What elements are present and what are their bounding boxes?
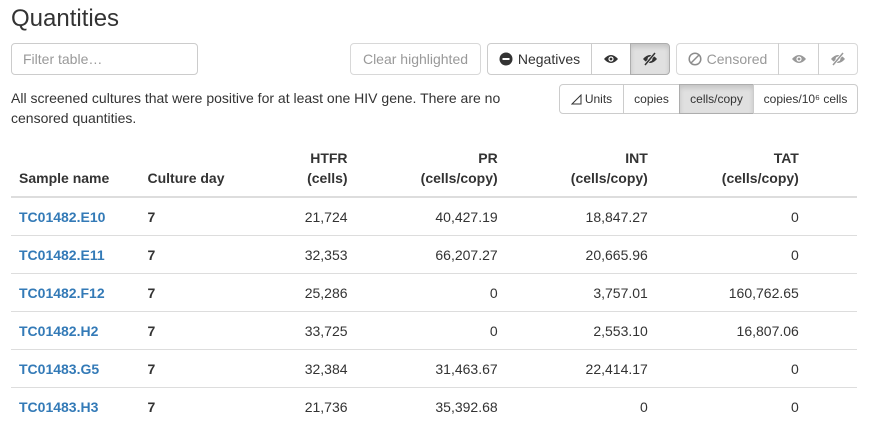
column-header-spacer	[806, 140, 857, 198]
units-label: Units	[584, 92, 613, 106]
column-header-htfr[interactable]: HTFR (cells)	[256, 140, 356, 198]
pr-cell: 0	[355, 311, 506, 350]
censored-hide-button[interactable]	[818, 43, 858, 75]
table-row[interactable]: TC01482.H2 7 33,725 0 2,553.10 16,807.06	[11, 311, 857, 350]
int-cell: 3,757.01	[505, 273, 656, 312]
htfr-cell: 25,286	[256, 273, 356, 312]
sample-link[interactable]: TC01482.E10	[19, 208, 106, 225]
column-header-pr[interactable]: PR (cells/copy)	[355, 140, 506, 198]
culture-day-cell: 7	[139, 235, 257, 274]
column-header-int[interactable]: INT (cells/copy)	[505, 140, 656, 198]
eye-icon	[791, 53, 807, 65]
sample-link[interactable]: TC01482.H2	[19, 322, 99, 339]
sample-link[interactable]: TC01482.E11	[19, 246, 105, 263]
sample-link[interactable]: TC01482.F12	[19, 284, 105, 301]
htfr-cell: 32,353	[256, 235, 356, 274]
negatives-hide-button[interactable]	[630, 43, 670, 75]
table-row[interactable]: TC01483.G5 7 32,384 31,463.67 22,414.17 …	[11, 349, 857, 388]
units-option-cells-per-copy[interactable]: cells/copy	[679, 84, 754, 114]
column-header-tat[interactable]: TAT (cells/copy)	[655, 140, 807, 198]
tat-cell: 0	[655, 349, 807, 388]
ban-icon	[688, 52, 702, 66]
tat-cell: 16,807.06	[655, 311, 807, 350]
culture-day-cell: 7	[139, 273, 257, 312]
units-option-label: cells/copy	[690, 92, 743, 106]
culture-day-cell: 7	[139, 349, 257, 388]
htfr-cell: 33,725	[256, 311, 356, 350]
int-cell: 20,665.96	[505, 235, 656, 274]
culture-day-cell: 7	[139, 387, 257, 425]
censored-label: Censored	[706, 51, 768, 67]
table-row[interactable]: TC01482.F12 7 25,286 0 3,757.01 160,762.…	[11, 273, 857, 312]
clear-highlighted-button[interactable]: Clear highlighted	[350, 43, 481, 75]
sample-link[interactable]: TC01483.H3	[19, 398, 99, 415]
int-cell: 2,553.10	[505, 311, 656, 350]
pr-cell: 31,463.67	[355, 349, 506, 388]
table-row[interactable]: TC01482.E11 7 32,353 66,207.27 20,665.96…	[11, 235, 857, 274]
htfr-cell: 21,736	[256, 387, 356, 425]
culture-day-cell: 7	[139, 196, 257, 236]
int-cell: 22,414.17	[505, 349, 656, 388]
tat-cell: 0	[655, 196, 807, 236]
tat-cell: 160,762.65	[655, 273, 807, 312]
column-header-sample[interactable]: Sample name	[11, 140, 140, 198]
filter-table-input[interactable]	[11, 43, 198, 75]
units-option-label: copies	[634, 92, 669, 106]
eye-slash-icon	[642, 52, 658, 66]
htfr-cell: 21,724	[256, 196, 356, 236]
page-title: Quantities	[11, 5, 120, 32]
sample-link[interactable]: TC01483.G5	[19, 360, 100, 377]
clear-highlighted-label: Clear highlighted	[362, 51, 469, 67]
negatives-label: Negatives	[517, 51, 581, 67]
eye-slash-icon	[830, 52, 846, 66]
censored-button[interactable]: Censored	[676, 43, 779, 75]
culture-day-cell: 7	[139, 311, 257, 350]
tat-cell: 0	[655, 235, 807, 274]
units-option-copies-per-million-cells[interactable]: copies/10⁶ cells	[753, 84, 858, 114]
minus-circle-icon	[499, 52, 513, 66]
eye-icon	[603, 53, 619, 65]
pr-cell: 0	[355, 273, 506, 312]
tat-cell: 0	[655, 387, 807, 425]
negatives-button[interactable]: Negatives	[487, 43, 592, 75]
int-cell: 0	[505, 387, 656, 425]
pr-cell: 66,207.27	[355, 235, 506, 274]
htfr-cell: 32,384	[256, 349, 356, 388]
quantities-table: Sample name Culture day HTFR (cells) PR (c…	[11, 140, 857, 425]
column-header-day[interactable]: Culture day	[139, 140, 257, 198]
int-cell: 18,847.27	[505, 196, 656, 236]
pr-cell: 35,392.68	[355, 387, 506, 425]
units-label-button: Units	[559, 84, 624, 114]
units-option-label: copies/10⁶ cells	[763, 92, 848, 106]
ruler-icon	[570, 93, 582, 105]
table-header-row: Sample name Culture day HTFR (cells) PR (c…	[11, 140, 857, 198]
negatives-show-button[interactable]	[591, 43, 631, 75]
censored-show-button[interactable]	[778, 43, 819, 75]
units-option-copies[interactable]: copies	[623, 84, 680, 114]
table-row[interactable]: TC01482.E10 7 21,724 40,427.19 18,847.27…	[11, 196, 857, 236]
table-row[interactable]: TC01483.H3 7 21,736 35,392.68 0 0	[11, 387, 857, 425]
table-description: All screened cultures that were positive…	[11, 90, 501, 126]
pr-cell: 40,427.19	[355, 196, 506, 236]
